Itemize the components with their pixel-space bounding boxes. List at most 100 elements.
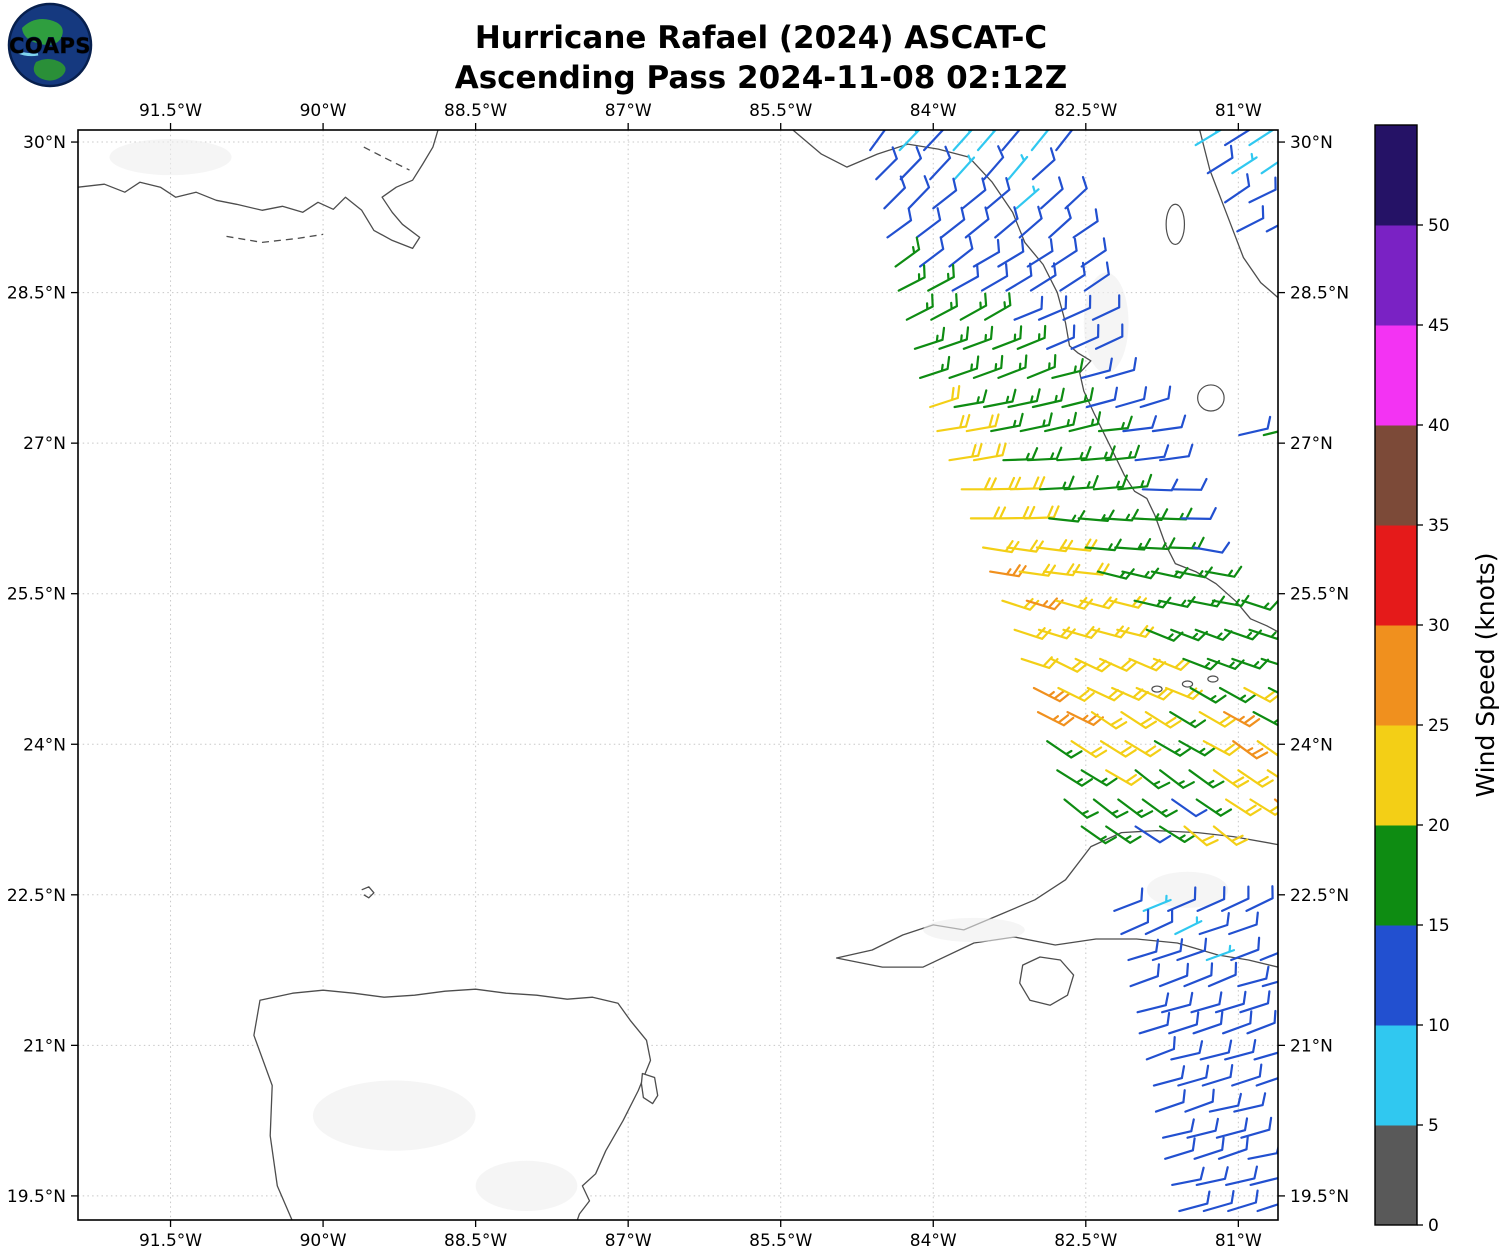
wind-barb (1214, 990, 1247, 1014)
wind-barb (953, 154, 976, 181)
lat-tick-label-right: 27°N (1290, 434, 1333, 454)
wind-barb (1259, 951, 1278, 962)
wind-barb (869, 130, 887, 152)
lon-tick-label-bottom: 81°W (1215, 1231, 1262, 1251)
wind-barb (1035, 539, 1074, 553)
lon-tick-label-bottom: 87°W (605, 1231, 652, 1251)
wind-barb (1066, 711, 1104, 726)
wind-barb (1064, 176, 1088, 210)
wind-barb (1186, 1117, 1219, 1139)
wind-barb (1237, 965, 1270, 988)
lat-tick-label-right: 28.5°N (1290, 284, 1349, 304)
wind-barb (1051, 237, 1078, 268)
wind-barb (1151, 414, 1187, 433)
wind-barb (1190, 991, 1223, 1014)
colorbar-frame (1374, 124, 1418, 1226)
axis-tick-labels: 91.5°W 91.5°W 90°W 90°W 88.5°W 88.5°W 87°W 87°W… (7, 101, 1349, 1251)
wind-barb (1048, 510, 1086, 523)
wind-barb (1018, 205, 1043, 239)
wind-barb (1086, 686, 1125, 702)
lat-tick-label-left: 25.5°N (7, 585, 66, 605)
wind-barb (1152, 657, 1191, 671)
wind-barb (1094, 323, 1124, 350)
wind-barb (1198, 711, 1236, 728)
lat-tick-label-left: 22.5°N (7, 886, 66, 906)
wind-barb (1018, 563, 1056, 577)
wind-barb (1019, 412, 1053, 433)
wind-barb (1240, 1116, 1273, 1139)
wind-barb (1207, 961, 1238, 988)
wind-barb (1046, 740, 1083, 759)
wind-barb (1097, 415, 1133, 433)
wind-barb (992, 325, 1023, 350)
wind-barb (938, 326, 970, 350)
coastline-cozumel (640, 1072, 659, 1105)
wind-barb (1249, 1175, 1278, 1186)
wind-barb (1001, 598, 1040, 611)
wind-barb (1266, 769, 1278, 779)
wind-barb (951, 263, 980, 292)
wind-barb (1224, 130, 1251, 147)
wind-barb (1195, 798, 1233, 817)
lake-lake-george (1165, 203, 1186, 246)
wind-barb (1120, 711, 1157, 729)
wind-barb (1237, 769, 1274, 788)
colorbar-tick-label: 20 (1428, 816, 1450, 836)
wind-barb (1127, 938, 1159, 962)
wind-barb (1193, 1136, 1225, 1160)
wind-barb (1072, 208, 1099, 239)
wind-barb (1151, 938, 1184, 962)
colorbar-bin (1375, 625, 1417, 726)
colorbar-bin (1375, 725, 1417, 826)
wind-barb (1124, 740, 1162, 758)
wind-barb (1192, 1010, 1224, 1035)
wind-barb (1048, 205, 1072, 239)
wind-barb (1222, 1010, 1253, 1035)
wind-barb (965, 413, 1000, 433)
wind-barb (952, 130, 974, 152)
coastlines-layer (78, 130, 1278, 1220)
wind-barb (1224, 173, 1251, 204)
wind-barb (948, 355, 980, 379)
colorbar-tick-label: 25 (1428, 716, 1450, 736)
wind-barb (1079, 596, 1118, 610)
lat-tick-label-left: 24°N (23, 735, 66, 755)
wind-barb (1080, 237, 1107, 268)
wind-barb (919, 355, 951, 379)
wind-barb (1013, 627, 1052, 640)
wind-barb (1117, 798, 1154, 818)
wind-barb (1005, 262, 1033, 292)
wind-barb (940, 206, 966, 239)
wind-barb (1070, 740, 1108, 759)
land-shading (1083, 272, 1129, 373)
axis-ticks (71, 123, 1285, 1227)
wind-barb (1227, 1189, 1259, 1213)
wind-barb (983, 388, 1017, 409)
wind-barb (1037, 626, 1076, 640)
land-shading (475, 1160, 578, 1211)
wind-barb (1215, 1117, 1249, 1139)
wind-barb (1248, 628, 1278, 640)
wind-barb (894, 236, 921, 268)
wind-barb (976, 130, 997, 152)
wind-barb (1085, 386, 1118, 409)
wind-barb (915, 207, 942, 239)
wind-barb (1201, 1064, 1234, 1087)
wind-barb (983, 145, 1005, 181)
wind-barb (1164, 1137, 1196, 1160)
wind-barb (961, 177, 987, 210)
wind-barb (1243, 686, 1278, 703)
lat-tick-label-left: 27°N (23, 434, 66, 454)
colorbar-tick-label: 5 (1428, 1116, 1439, 1136)
lon-tick-label-top: 81°W (1215, 101, 1262, 121)
logo-text: COAPS (9, 34, 91, 58)
coastline-alacranes-reef (361, 886, 375, 899)
wind-barb (1249, 798, 1278, 816)
lon-tick-label-top: 91.5°W (139, 101, 202, 121)
lon-tick-label-top: 84°W (910, 101, 957, 121)
wind-barb (982, 540, 1020, 554)
wind-barb (1228, 911, 1259, 936)
wind-barb (986, 177, 1011, 210)
logo-ocean-swirl (17, 50, 39, 57)
